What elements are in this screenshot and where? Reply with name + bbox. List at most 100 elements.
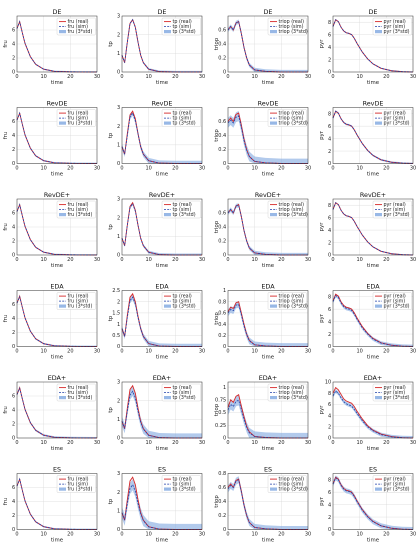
- legend-label-sim: triop (sim): [279, 299, 304, 305]
- axes-frame: [332, 290, 414, 347]
- y-tick-label: 2: [328, 240, 331, 246]
- y-axis-label: pyr: [319, 496, 325, 506]
- sim-line: [332, 110, 414, 164]
- y-tick-label: 8: [328, 111, 331, 117]
- sim-line: [332, 19, 414, 73]
- legend-swatch-std: [59, 121, 66, 125]
- x-tick-label: 10: [356, 440, 362, 446]
- legend-label-std: pyr (3*std): [384, 487, 410, 493]
- x-tick-label: 10: [356, 166, 362, 172]
- y-tick-label: 2: [12, 330, 15, 336]
- y-tick-label: 8: [328, 391, 331, 397]
- panel-title: DE: [264, 8, 273, 16]
- legend-box: [161, 383, 201, 402]
- y-tick-label: 4: [328, 45, 331, 51]
- legend-label-sim: fru (sim): [68, 299, 89, 305]
- legend-label-real: fru (real): [68, 202, 89, 208]
- y-tick-label: 0: [328, 253, 331, 259]
- panel-title: EDA: [155, 283, 169, 291]
- legend-box: [161, 109, 201, 127]
- axes-frame: [16, 198, 98, 256]
- legend-box: [56, 200, 96, 219]
- axes-frame: [121, 473, 203, 530]
- panel-es-fru: ES 0 2 4 6 0 10 20 30 time fru fru (real)fru (sim)f…: [3, 466, 100, 544]
- x-tick-label: 0: [331, 532, 334, 538]
- x-tick-label: 30: [94, 532, 100, 538]
- x-axis-label: time: [51, 538, 64, 544]
- y-tick-label: 0: [223, 253, 226, 259]
- legend-label-sim: tp (sim): [173, 482, 192, 488]
- legend-label-sim: triop (sim): [279, 116, 304, 122]
- legend-label-real: tp (real): [173, 294, 192, 300]
- legend-label-sim: tp (sim): [173, 207, 192, 213]
- y-tick-label: 0: [328, 344, 331, 350]
- x-tick-label: 20: [67, 166, 73, 172]
- y-tick-label: 1: [117, 51, 120, 57]
- x-tick-label: 20: [278, 74, 284, 80]
- y-axis-label: triop: [214, 37, 220, 50]
- x-tick-label: 30: [410, 166, 416, 172]
- panel-title: EDA: [366, 283, 380, 291]
- x-tick-label: 10: [145, 349, 151, 355]
- panel-revde-plus-fru: RevDE+ 0 2 4 6 0 10 20 30 time fru fru (real)fru (s…: [3, 191, 100, 269]
- legend-label-std: pyr (3*std): [384, 29, 410, 35]
- panel-title: ES: [264, 466, 272, 474]
- legend-label-sim: fru (sim): [68, 482, 89, 488]
- legend-label-sim: pyr (sim): [384, 482, 406, 488]
- y-axis-label: fru: [3, 498, 9, 506]
- legend-box: [56, 292, 96, 310]
- sim-line: [227, 204, 308, 256]
- legend-label-sim: tp (sim): [173, 299, 192, 305]
- legend-box: [372, 200, 412, 219]
- legend-label-real: pyr (real): [384, 294, 406, 300]
- panel-title: EDA+: [259, 374, 278, 382]
- y-tick-label: 1: [117, 143, 120, 149]
- x-tick-label: 10: [356, 532, 362, 538]
- legend-label-std: fru (3*std): [68, 29, 93, 35]
- legend-swatch-std: [375, 121, 382, 125]
- legend-label-sim: tp (sim): [173, 116, 192, 122]
- legend-label-real: tp (real): [173, 202, 192, 208]
- legend-box: [372, 475, 412, 493]
- x-tick-label: 10: [145, 74, 151, 80]
- y-tick-label: 6: [328, 124, 331, 130]
- legend-box: [56, 109, 96, 127]
- y-tick-label: 0.6: [218, 119, 226, 125]
- y-tick-label: 0.75: [215, 398, 226, 404]
- y-axis-label: triop: [214, 220, 220, 233]
- panel-title: EDA+: [48, 374, 67, 382]
- x-tick-label: 0: [15, 349, 18, 355]
- axes-frame: [121, 381, 203, 439]
- x-tick-label: 10: [40, 440, 46, 446]
- x-tick-label: 10: [251, 349, 257, 355]
- legend-label-real: tp (real): [173, 385, 192, 391]
- panel-title: RevDE: [47, 100, 68, 108]
- y-tick-label: 3: [117, 105, 120, 111]
- x-tick-label: 0: [15, 257, 18, 263]
- y-tick-label: 0: [223, 527, 226, 533]
- legend-box: [372, 292, 412, 310]
- x-tick-label: 20: [67, 440, 73, 446]
- axes-frame: [332, 198, 414, 256]
- x-tick-label: 20: [278, 349, 284, 355]
- x-tick-label: 0: [15, 74, 18, 80]
- y-tick-label: 3: [117, 380, 120, 386]
- x-tick-label: 20: [383, 166, 389, 172]
- legend-box: [267, 200, 307, 219]
- x-tick-label: 0: [15, 166, 18, 172]
- legend-label-real: pyr (real): [384, 202, 406, 208]
- y-tick-label: 0: [223, 344, 226, 350]
- y-tick-label: 1: [223, 288, 226, 294]
- y-tick-label: 0.6: [218, 28, 226, 34]
- legend-label-real: triop (real): [279, 111, 305, 117]
- legend-swatch-std: [270, 304, 277, 308]
- x-axis-label: time: [367, 355, 380, 361]
- y-tick-label: 4: [328, 413, 331, 419]
- x-tick-label: 10: [356, 257, 362, 263]
- sim-line: [16, 387, 98, 439]
